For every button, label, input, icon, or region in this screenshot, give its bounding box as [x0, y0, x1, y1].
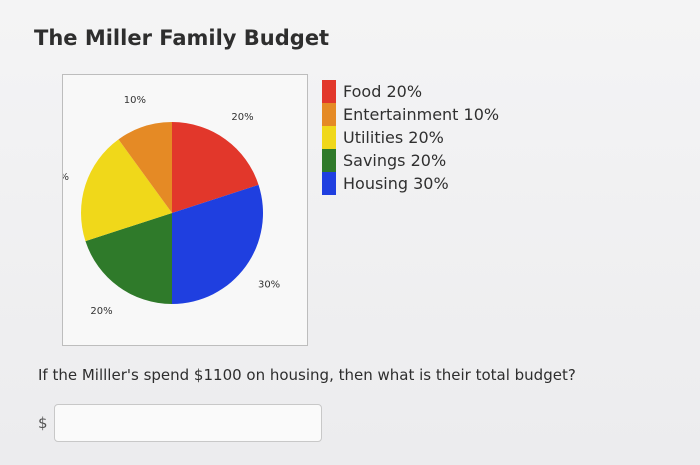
pie-label-food: 20% — [231, 112, 253, 123]
pie-chart: 20% 30% 20% 20% 10% — [63, 95, 280, 317]
pie-label-entertainment: 10% — [124, 95, 146, 106]
legend-item: Utilities 20% — [322, 126, 499, 149]
legend-swatch — [322, 149, 336, 172]
pie-label-savings: 20% — [90, 306, 112, 317]
pie-label-utilities: 20% — [63, 172, 69, 183]
legend-label: Housing 30% — [343, 174, 449, 193]
legend-label: Entertainment 10% — [343, 105, 500, 124]
legend-swatch — [322, 103, 336, 126]
pie-slice-entertainment — [118, 122, 172, 213]
legend-label: Utilities 20% — [343, 128, 444, 147]
chart-legend: Food 20% Entertainment 10% Utilities 20% Sa… — [322, 80, 499, 195]
page-title: The Miller Family Budget — [34, 26, 330, 50]
pie-slice-housing — [172, 184, 263, 304]
pie-slice-labels: 20% 30% 20% 20% 10% — [63, 95, 280, 317]
legend-swatch — [322, 172, 336, 195]
pie-slice-utilities — [81, 139, 172, 242]
legend-item: Housing 30% — [322, 172, 499, 195]
pie-label-housing: 30% — [258, 280, 280, 291]
pie-slice-food — [172, 122, 259, 213]
pie-slice-savings — [85, 213, 172, 304]
pie-slices — [81, 122, 263, 304]
legend-item: Entertainment 10% — [322, 103, 499, 126]
legend-label: Savings 20% — [343, 151, 447, 170]
pie-chart-frame: 20% 30% 20% 20% 10% — [62, 74, 308, 346]
answer-row: $ — [38, 404, 322, 442]
legend-item: Food 20% — [322, 80, 499, 103]
legend-swatch — [322, 80, 336, 103]
currency-symbol: $ — [38, 414, 48, 432]
legend-label: Food 20% — [343, 82, 423, 101]
question-text: If the Milller's spend $1100 on housing,… — [38, 366, 576, 384]
legend-swatch — [322, 126, 336, 149]
answer-input[interactable] — [53, 404, 322, 442]
legend-item: Savings 20% — [322, 149, 499, 172]
